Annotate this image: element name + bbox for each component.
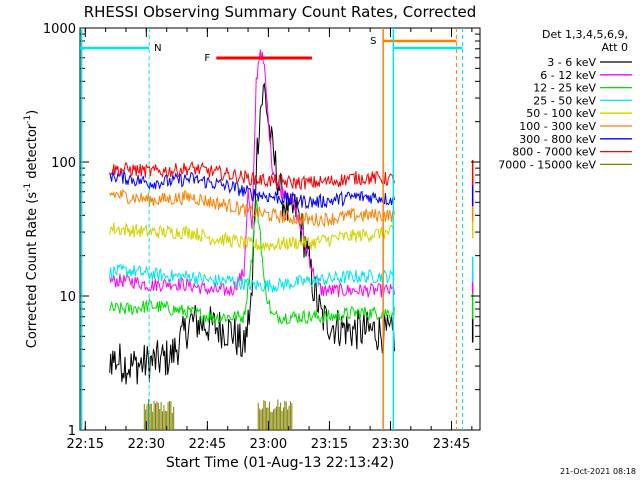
series-line-100-300keV <box>109 188 395 228</box>
night-label: N <box>154 43 161 54</box>
y-axis-label-mid: detector <box>25 123 40 183</box>
series-2 <box>109 199 474 325</box>
legend-label: 50 - 100 keV <box>526 107 596 120</box>
y-tick-label: 1000 <box>43 22 76 37</box>
x-tick-label: 23:30 <box>372 437 409 452</box>
series-line-6-12keV <box>109 49 395 298</box>
series-line-25-50keV <box>109 263 395 293</box>
y-axis-label-sup1: -1 <box>23 183 33 192</box>
legend-label: 3 - 6 keV <box>547 56 596 69</box>
x-tick-label: 23:45 <box>433 437 470 452</box>
series-0 <box>109 82 474 385</box>
y-axis-label-main: Corrected Count Rate (s <box>25 192 40 349</box>
legend-item: 100 - 300 keV <box>519 120 632 133</box>
legend-item: 7000 - 15000 keV <box>498 158 632 171</box>
legend-item: 12 - 25 keV <box>533 82 632 95</box>
x-tick-label: 22:30 <box>128 437 165 452</box>
series-6 <box>109 169 474 210</box>
legend-label: 25 - 50 keV <box>533 94 596 107</box>
saa-label: S <box>370 36 376 47</box>
plot-frame <box>79 27 481 431</box>
legend-item: 25 - 50 keV <box>533 94 632 107</box>
legend-item: 6 - 12 keV <box>540 69 632 82</box>
legend-item: 50 - 100 keV <box>526 107 632 120</box>
chart-title: RHESSI Observing Summary Count Rates, Co… <box>84 3 477 21</box>
series-3 <box>109 256 474 293</box>
plot-area: 1 10 100 1000 22:15 22:30 22:45 23:00 23:15 23:3… <box>43 22 481 452</box>
series-1 <box>109 49 474 298</box>
series-line-12-25keV <box>109 199 395 325</box>
series-7 <box>109 159 474 191</box>
legend-title: Det 1,3,4,5,6,9, <box>542 28 628 41</box>
y-axis-label-sup2: -1 <box>23 115 33 124</box>
series-line-300-800keV <box>109 169 395 210</box>
legend-item: 3 - 6 keV <box>547 56 632 69</box>
legend-item: 800 - 7000 keV <box>512 146 632 159</box>
series-line-50-100keV <box>109 222 395 251</box>
legend-subtitle: Att 0 <box>602 41 628 54</box>
legend-label: 12 - 25 keV <box>533 82 596 95</box>
series-line-800-7000keV <box>109 160 395 191</box>
y-axis-label-end: ) <box>25 110 40 115</box>
y-tick-label: 1 <box>68 424 76 439</box>
series-4 <box>109 212 474 251</box>
timestamp: 21-Oct-2021 08:18 <box>560 467 636 476</box>
x-tick-label: 22:15 <box>67 437 104 452</box>
x-tick-label: 23:00 <box>250 437 287 452</box>
legend-item: 300 - 800 keV <box>519 133 632 146</box>
series-line-3-6keV <box>109 82 395 385</box>
y-axis-label: Corrected Count Rate (s-1 detector-1) <box>23 110 40 348</box>
legend-label: 800 - 7000 keV <box>512 146 596 159</box>
y-tick-label: 10 <box>59 290 76 305</box>
legend-label: 100 - 300 keV <box>519 120 596 133</box>
legend-label: 7000 - 15000 keV <box>498 158 596 171</box>
x-tick-label: 22:45 <box>189 437 226 452</box>
x-axis-label: Start Time (01-Aug-13 22:13:42) <box>166 455 394 471</box>
y-tick-label: 100 <box>51 156 76 171</box>
legend-label: 300 - 800 keV <box>519 133 596 146</box>
x-tick-label: 23:15 <box>311 437 348 452</box>
flare-label: F <box>204 53 210 64</box>
legend-label: 6 - 12 keV <box>540 69 596 82</box>
